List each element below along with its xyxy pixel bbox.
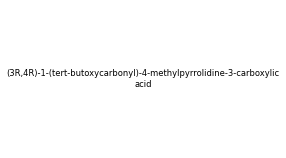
Text: (3R,4R)-1-(tert-butoxycarbonyl)-4-methylpyrrolidine-3-carboxylic acid: (3R,4R)-1-(tert-butoxycarbonyl)-4-methyl… <box>7 69 279 89</box>
